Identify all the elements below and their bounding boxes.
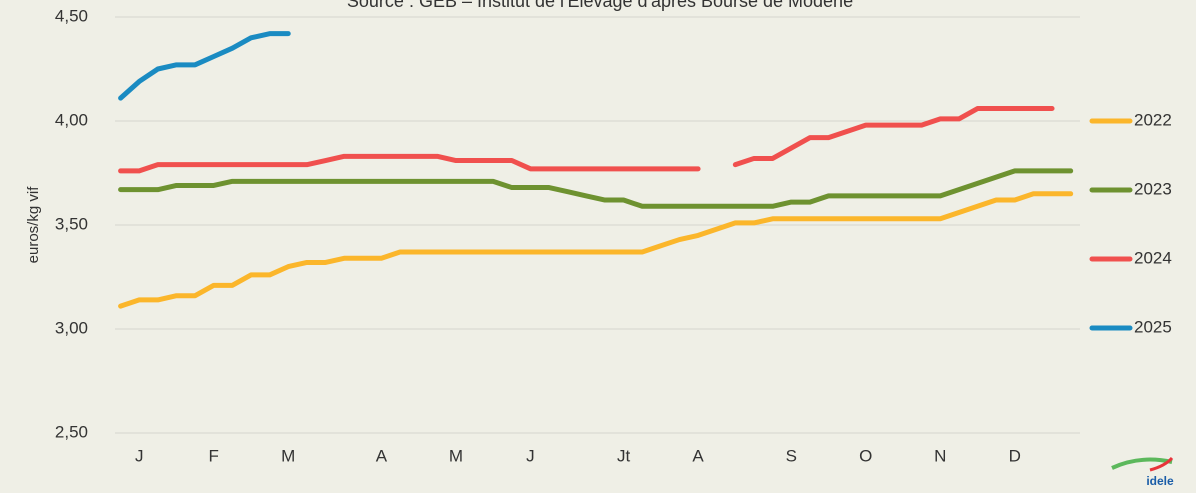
series-line bbox=[118, 168, 1074, 209]
logo-text: idele bbox=[1146, 474, 1174, 488]
legend-label: 2024 bbox=[1134, 248, 1172, 267]
logo-swoosh bbox=[1149, 456, 1174, 472]
legend-label: 2025 bbox=[1134, 317, 1172, 336]
x-tick-label: D bbox=[1009, 446, 1021, 465]
y-axis-label: euros/kg vif bbox=[25, 186, 42, 264]
x-tick-label: J bbox=[526, 446, 535, 465]
x-tick-label: S bbox=[786, 446, 797, 465]
y-tick-label: 3,50 bbox=[55, 214, 88, 233]
x-tick-label: A bbox=[692, 446, 704, 465]
x-tick-label: O bbox=[859, 446, 872, 465]
series-line bbox=[118, 191, 1074, 309]
series-line bbox=[118, 31, 291, 101]
y-tick-label: 2,50 bbox=[55, 422, 88, 441]
x-tick-label: Jt bbox=[617, 446, 631, 465]
logo: idele bbox=[1111, 456, 1174, 488]
y-tick-label: 4,00 bbox=[55, 110, 88, 129]
x-tick-label: F bbox=[209, 446, 219, 465]
legend-label: 2023 bbox=[1134, 179, 1172, 198]
legend-label: 2022 bbox=[1134, 110, 1172, 129]
x-tick-label: M bbox=[449, 446, 463, 465]
x-tick-label: J bbox=[135, 446, 144, 465]
chart-title: Source : GEB – Institut de l'Elevage d'a… bbox=[347, 0, 853, 11]
x-tick-label: M bbox=[281, 446, 295, 465]
series-line bbox=[118, 106, 1055, 174]
y-tick-label: 4,50 bbox=[55, 6, 88, 25]
x-tick-label: A bbox=[376, 446, 388, 465]
x-tick-label: N bbox=[934, 446, 946, 465]
y-tick-label: 3,00 bbox=[55, 318, 88, 337]
